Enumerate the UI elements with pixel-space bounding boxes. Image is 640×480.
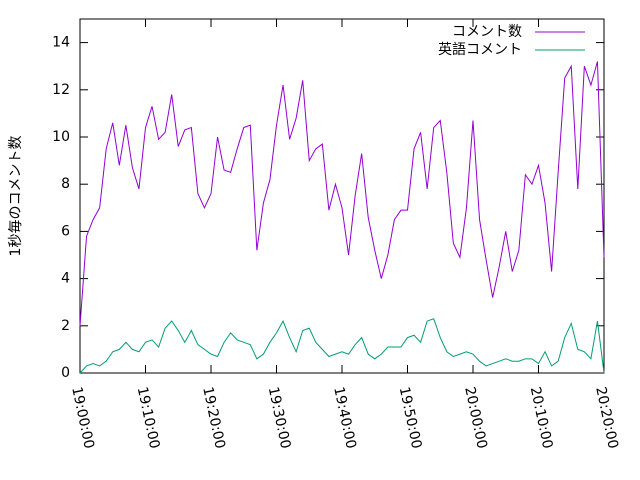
x-tick-label: 19:40:00 bbox=[330, 385, 359, 450]
x-tick-label: 19:20:00 bbox=[199, 385, 228, 450]
y-axis-label: 1秒毎のコメント数 bbox=[8, 136, 24, 257]
plot-frame bbox=[79, 18, 605, 374]
x-tick-label: 19:50:00 bbox=[396, 385, 425, 450]
y-tick-label: 0 bbox=[61, 365, 70, 381]
y-tick-label: 4 bbox=[61, 271, 70, 287]
x-tick-label: 20:00:00 bbox=[461, 385, 490, 450]
y-tick-label: 14 bbox=[52, 35, 70, 51]
x-tick-label: 20:10:00 bbox=[527, 385, 556, 450]
x-tick-label: 19:00:00 bbox=[68, 385, 97, 450]
y-tick-label: 12 bbox=[52, 82, 70, 98]
legend-label: 英語コメント bbox=[438, 41, 522, 58]
series-line bbox=[79, 318, 605, 374]
y-tick-label: 2 bbox=[61, 318, 70, 334]
x-tick-label: 19:10:00 bbox=[134, 385, 163, 450]
y-tick-label: 10 bbox=[52, 129, 70, 145]
series-line bbox=[79, 61, 605, 326]
y-tick-label: 8 bbox=[61, 176, 70, 192]
y-tick-label: 6 bbox=[61, 223, 70, 239]
x-tick-label: 19:30:00 bbox=[265, 385, 294, 450]
x-tick-label: 20:20:00 bbox=[592, 385, 621, 450]
legend-label: コメント数 bbox=[452, 24, 522, 40]
